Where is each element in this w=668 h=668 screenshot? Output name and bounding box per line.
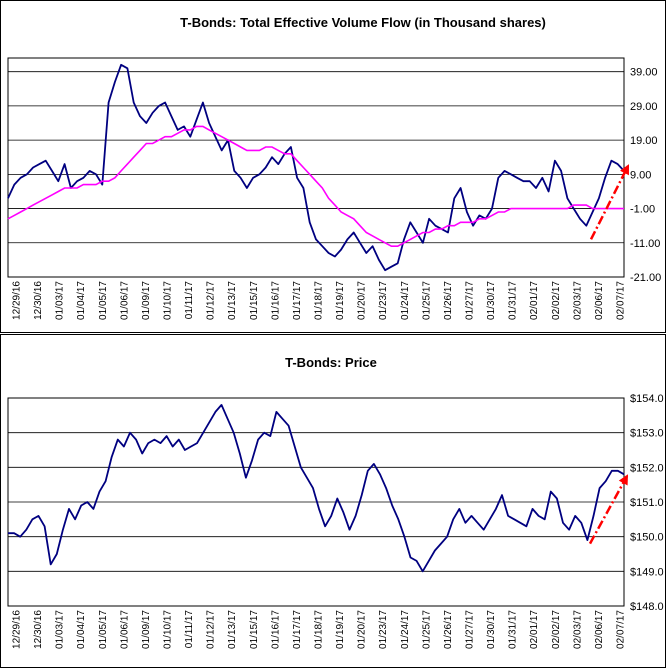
price-chart-panel: T-Bonds: Price $154.0 $153.0 $152.0 $151.0 $… bbox=[0, 334, 666, 668]
x-tick-label: 01/30/17 bbox=[486, 610, 497, 649]
x-tick-label: 01/15/17 bbox=[249, 610, 260, 649]
x-tick-label: 02/01/17 bbox=[529, 610, 540, 649]
x-tick-label: 02/02/17 bbox=[551, 610, 562, 649]
x-tick-label: 01/06/17 bbox=[119, 610, 130, 649]
x-tick-label: 12/30/16 bbox=[33, 610, 44, 649]
x-tick-label: 02/07/17 bbox=[616, 281, 627, 320]
y-tick-label: $151.0 bbox=[630, 497, 664, 509]
y-tick-label: $152.0 bbox=[630, 462, 664, 474]
y-tick-label: $150.0 bbox=[630, 532, 664, 544]
series-line-average bbox=[7, 125, 624, 247]
x-tick-label: 01/19/17 bbox=[335, 610, 346, 649]
x-tick-label: 01/17/17 bbox=[292, 281, 303, 320]
volume-flow-chart-panel: T-Bonds: Total Effective Volume Flow (in… bbox=[0, 0, 666, 333]
x-tick-label: 12/30/16 bbox=[33, 281, 44, 320]
x-tick-label: 01/18/17 bbox=[314, 281, 325, 320]
trend-arrow-line bbox=[589, 163, 631, 240]
x-tick-label: 01/11/17 bbox=[184, 281, 195, 320]
x-tick-label: 01/10/17 bbox=[163, 281, 174, 320]
x-tick-label: 01/26/17 bbox=[443, 610, 454, 649]
x-tick-label: 02/03/17 bbox=[572, 610, 583, 649]
plot-area-border bbox=[7, 57, 625, 278]
x-tick-label: 12/29/16 bbox=[12, 610, 23, 649]
x-tick-label: 01/13/17 bbox=[227, 281, 238, 320]
x-tick-label: 01/09/17 bbox=[141, 281, 152, 320]
x-tick-label: 01/23/17 bbox=[378, 610, 389, 649]
y-tick-label: 9.00 bbox=[630, 169, 651, 181]
x-tick-label: 01/31/17 bbox=[508, 610, 519, 649]
y-tick-label: -21.00 bbox=[630, 272, 661, 284]
x-tick-label: 01/04/17 bbox=[76, 281, 87, 320]
trend-arrow-head bbox=[618, 474, 628, 486]
x-tick-label: 01/13/17 bbox=[227, 610, 238, 649]
x-tick-label: 01/19/17 bbox=[335, 281, 346, 320]
x-tick-label: 02/03/17 bbox=[572, 281, 583, 320]
x-tick-label: 12/29/16 bbox=[12, 281, 23, 320]
series-line-main bbox=[7, 63, 625, 272]
x-tick-label: 01/31/17 bbox=[508, 281, 519, 320]
y-tick-label: $154.0 bbox=[630, 393, 664, 405]
x-tick-label: 01/16/17 bbox=[270, 281, 281, 320]
x-tick-label: 01/03/17 bbox=[55, 610, 66, 649]
y-tick-label: -1.00 bbox=[630, 204, 655, 216]
x-tick-label: 01/20/17 bbox=[357, 281, 368, 320]
x-tick-label: 01/05/17 bbox=[98, 610, 109, 649]
x-tick-label: 01/27/17 bbox=[465, 610, 476, 649]
y-tick-label: -11.00 bbox=[630, 238, 660, 250]
x-tick-label: 02/01/17 bbox=[529, 281, 540, 320]
x-tick-label: 01/24/17 bbox=[400, 281, 411, 320]
x-tick-label: 01/03/17 bbox=[55, 281, 66, 320]
x-tick-label: 01/09/17 bbox=[141, 610, 152, 649]
x-tick-label: 01/16/17 bbox=[270, 610, 281, 649]
x-tick-label: 01/12/17 bbox=[206, 281, 217, 320]
x-tick-label: 01/20/17 bbox=[357, 610, 368, 649]
series-line-main bbox=[8, 404, 625, 573]
x-tick-label: 01/18/17 bbox=[314, 610, 325, 649]
y-tick-label: 19.00 bbox=[630, 135, 658, 147]
x-tick-label: 01/23/17 bbox=[378, 281, 389, 320]
y-tick-label: 39.00 bbox=[630, 67, 658, 79]
chart-title: T-Bonds: Total Effective Volume Flow (in… bbox=[180, 15, 546, 30]
trend-arrow-head bbox=[620, 164, 629, 176]
x-tick-label: 02/07/17 bbox=[616, 610, 627, 649]
x-tick-label: 01/27/17 bbox=[465, 281, 476, 320]
chart-title: T-Bonds: Price bbox=[285, 355, 377, 370]
x-tick-label: 01/05/17 bbox=[98, 281, 109, 320]
x-tick-label: 01/24/17 bbox=[400, 610, 411, 649]
volume-flow-chart: T-Bonds: Total Effective Volume Flow (in… bbox=[7, 15, 661, 320]
x-tick-label: 01/04/17 bbox=[76, 610, 87, 649]
x-tick-label: 01/11/17 bbox=[184, 610, 195, 649]
trend-arrow-line bbox=[588, 473, 630, 545]
x-tick-label: 01/10/17 bbox=[163, 610, 174, 649]
price-chart: T-Bonds: Price $154.0 $153.0 $152.0 $151.0 $… bbox=[7, 355, 664, 649]
x-tick-label: 01/06/17 bbox=[119, 281, 130, 320]
x-tick-label: 01/12/17 bbox=[206, 610, 217, 649]
x-tick-label: 01/17/17 bbox=[292, 610, 303, 649]
x-tick-label: 02/06/17 bbox=[594, 610, 605, 649]
y-tick-label: $149.0 bbox=[630, 566, 664, 578]
x-tick-label: 01/26/17 bbox=[443, 281, 454, 320]
x-tick-label: 01/25/17 bbox=[421, 281, 432, 320]
y-tick-label: 29.00 bbox=[630, 101, 658, 113]
x-tick-label: 02/02/17 bbox=[551, 281, 562, 320]
y-tick-label: $153.0 bbox=[630, 428, 664, 440]
x-tick-label: 01/30/17 bbox=[486, 281, 497, 320]
x-tick-label: 02/06/17 bbox=[594, 281, 605, 320]
x-tick-label: 01/15/17 bbox=[249, 281, 260, 320]
y-tick-label: $148.0 bbox=[630, 601, 664, 613]
x-tick-label: 01/25/17 bbox=[421, 610, 432, 649]
